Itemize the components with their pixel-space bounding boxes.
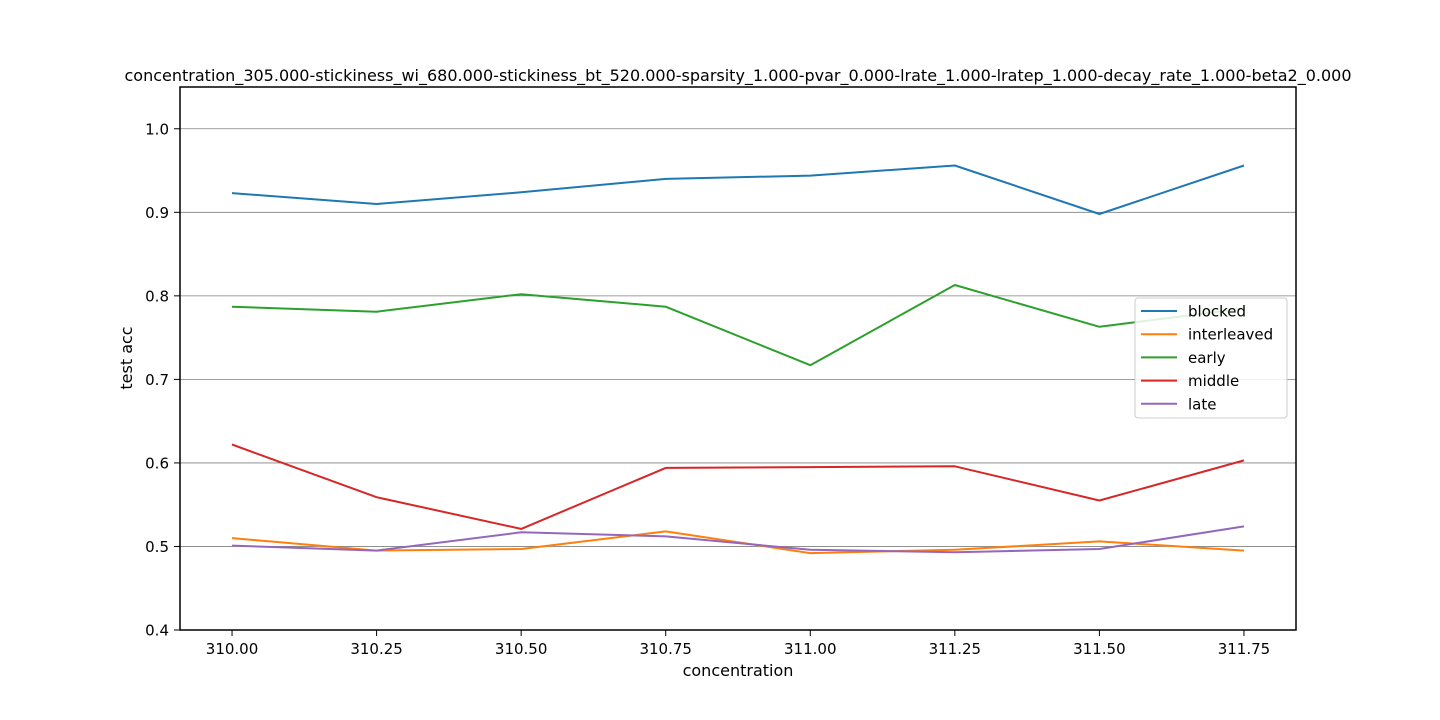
x-tick-label: 311.50 — [1073, 640, 1126, 658]
x-tick-label: 310.50 — [495, 640, 548, 658]
y-axis-label: test acc — [117, 326, 136, 389]
x-axis-label: concentration — [683, 661, 794, 680]
series-line-early — [231, 284, 1245, 367]
y-tick-label: 0.5 — [145, 538, 169, 556]
legend-label-middle: middle — [1188, 372, 1239, 390]
x-tick-label: 310.75 — [639, 640, 692, 658]
x-tick-label: 311.25 — [929, 640, 982, 658]
y-gridlines — [180, 128, 1296, 547]
series-line-late — [231, 525, 1245, 554]
series-line-middle — [231, 443, 1245, 530]
x-tick-label: 311.75 — [1218, 640, 1271, 658]
legend-label-interleaved: interleaved — [1188, 326, 1273, 344]
legend-label-blocked: blocked — [1188, 303, 1246, 321]
legend: blocked interleaved early middle late — [1134, 297, 1288, 419]
chart-title: concentration_305.000-stickiness_wi_680.… — [125, 66, 1352, 86]
y-tick-label: 0.9 — [145, 204, 169, 222]
y-tick-label: 0.4 — [145, 622, 169, 640]
legend-label-late: late — [1188, 395, 1216, 413]
y-tick-label: 0.6 — [145, 454, 169, 472]
plot-frame — [179, 86, 1297, 631]
x-tick-label: 310.00 — [206, 640, 259, 658]
legend-box — [1134, 297, 1288, 419]
y-tick-label: 0.7 — [145, 371, 169, 389]
series-line-blocked — [231, 164, 1245, 215]
x-tick-label: 311.00 — [784, 640, 837, 658]
x-tick-label: 310.25 — [350, 640, 403, 658]
y-tick-label: 1.0 — [145, 120, 169, 138]
x-axis-ticks: 310.00 310.25 310.50 310.75 311.00 311.25 311.… — [206, 630, 1270, 658]
y-tick-label: 0.8 — [145, 287, 169, 305]
legend-label-early: early — [1188, 349, 1226, 367]
series-lines — [231, 164, 1245, 555]
y-axis-ticks: 0.4 0.5 0.6 0.7 0.8 0.9 1.0 — [145, 120, 180, 640]
